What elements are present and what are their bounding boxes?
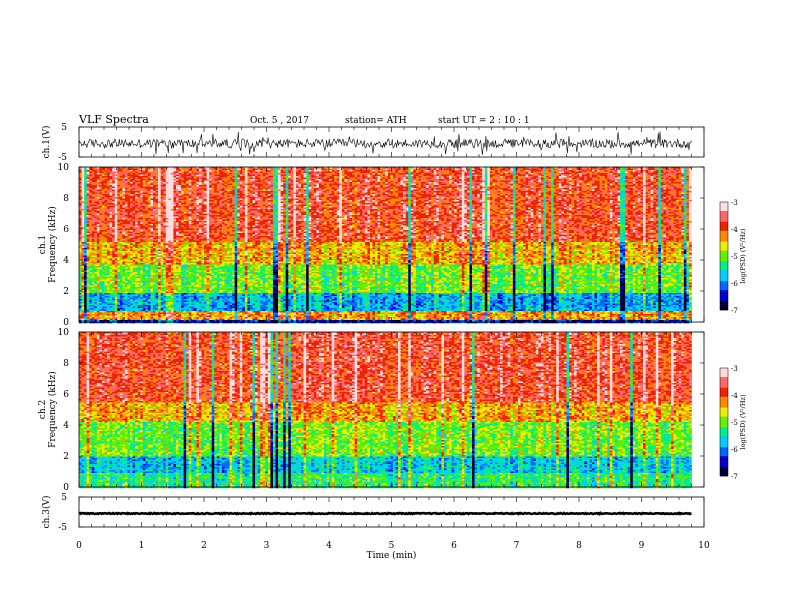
y-axis-label: ch.1(V) [41, 126, 52, 159]
start-ut-label: start UT = 2 : 10 : 1 [438, 116, 530, 126]
date-label: Oct. 5 , 2017 [250, 116, 309, 126]
figure-title: VLF Spectra [78, 113, 149, 126]
y-tick-label: -5 [58, 153, 67, 163]
ch1-waveform-panel: 5 -5 ch.1(V) [41, 123, 704, 163]
y-tick-label: 5 [61, 123, 67, 133]
vlf-spectra-figure: VLF Spectra Oct. 5 , 2017 station= ATH s… [0, 0, 792, 612]
station-label: station= ATH [345, 116, 407, 126]
spectrogram-cells [79, 167, 692, 323]
waveform-trace [79, 132, 692, 155]
